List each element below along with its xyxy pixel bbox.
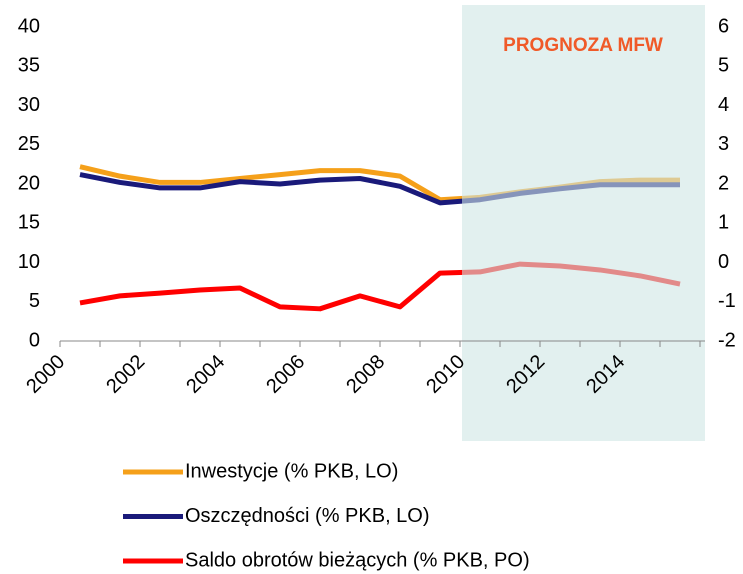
y2-tick-label: 5	[718, 55, 729, 77]
y-tick-label: 15	[18, 212, 40, 234]
y-tick-label: 5	[29, 290, 40, 312]
y2-tick-label: 0	[718, 251, 729, 273]
x-tick-label: 2006	[262, 351, 309, 398]
x-tick-label: 2000	[22, 351, 69, 398]
y-tick-label: 0	[29, 329, 40, 351]
y2-tick-label: 4	[718, 94, 729, 116]
y-tick-label: 40	[18, 15, 40, 37]
forecast-shade	[462, 5, 705, 441]
y2-tick-label: -2	[718, 329, 736, 351]
annotation: PROGNOZA MFW	[503, 35, 663, 56]
y-tick-label: 25	[18, 133, 40, 155]
y2-tick-label: 2	[718, 172, 729, 194]
y2-tick-label: -1	[718, 290, 736, 312]
y2-tick-label: 3	[718, 133, 729, 155]
y-tick-label: 10	[18, 251, 40, 273]
y-tick-label: 20	[18, 172, 40, 194]
legend-label: Saldo obrotów bieżących (% PKB, PO)	[185, 549, 530, 571]
y-tick-label: 35	[18, 55, 40, 77]
x-tick-label: 2004	[182, 351, 229, 398]
y-tick-label: 30	[18, 94, 40, 116]
y2-tick-label: 1	[718, 212, 729, 234]
legend-label: Oszczędności (% PKB, LO)	[185, 505, 430, 527]
legend-label: Inwestycje (% PKB, LO)	[185, 460, 398, 482]
x-tick-label: 2002	[102, 351, 149, 398]
y2-tick-label: 6	[718, 15, 729, 37]
x-tick-label: 2008	[342, 351, 389, 398]
